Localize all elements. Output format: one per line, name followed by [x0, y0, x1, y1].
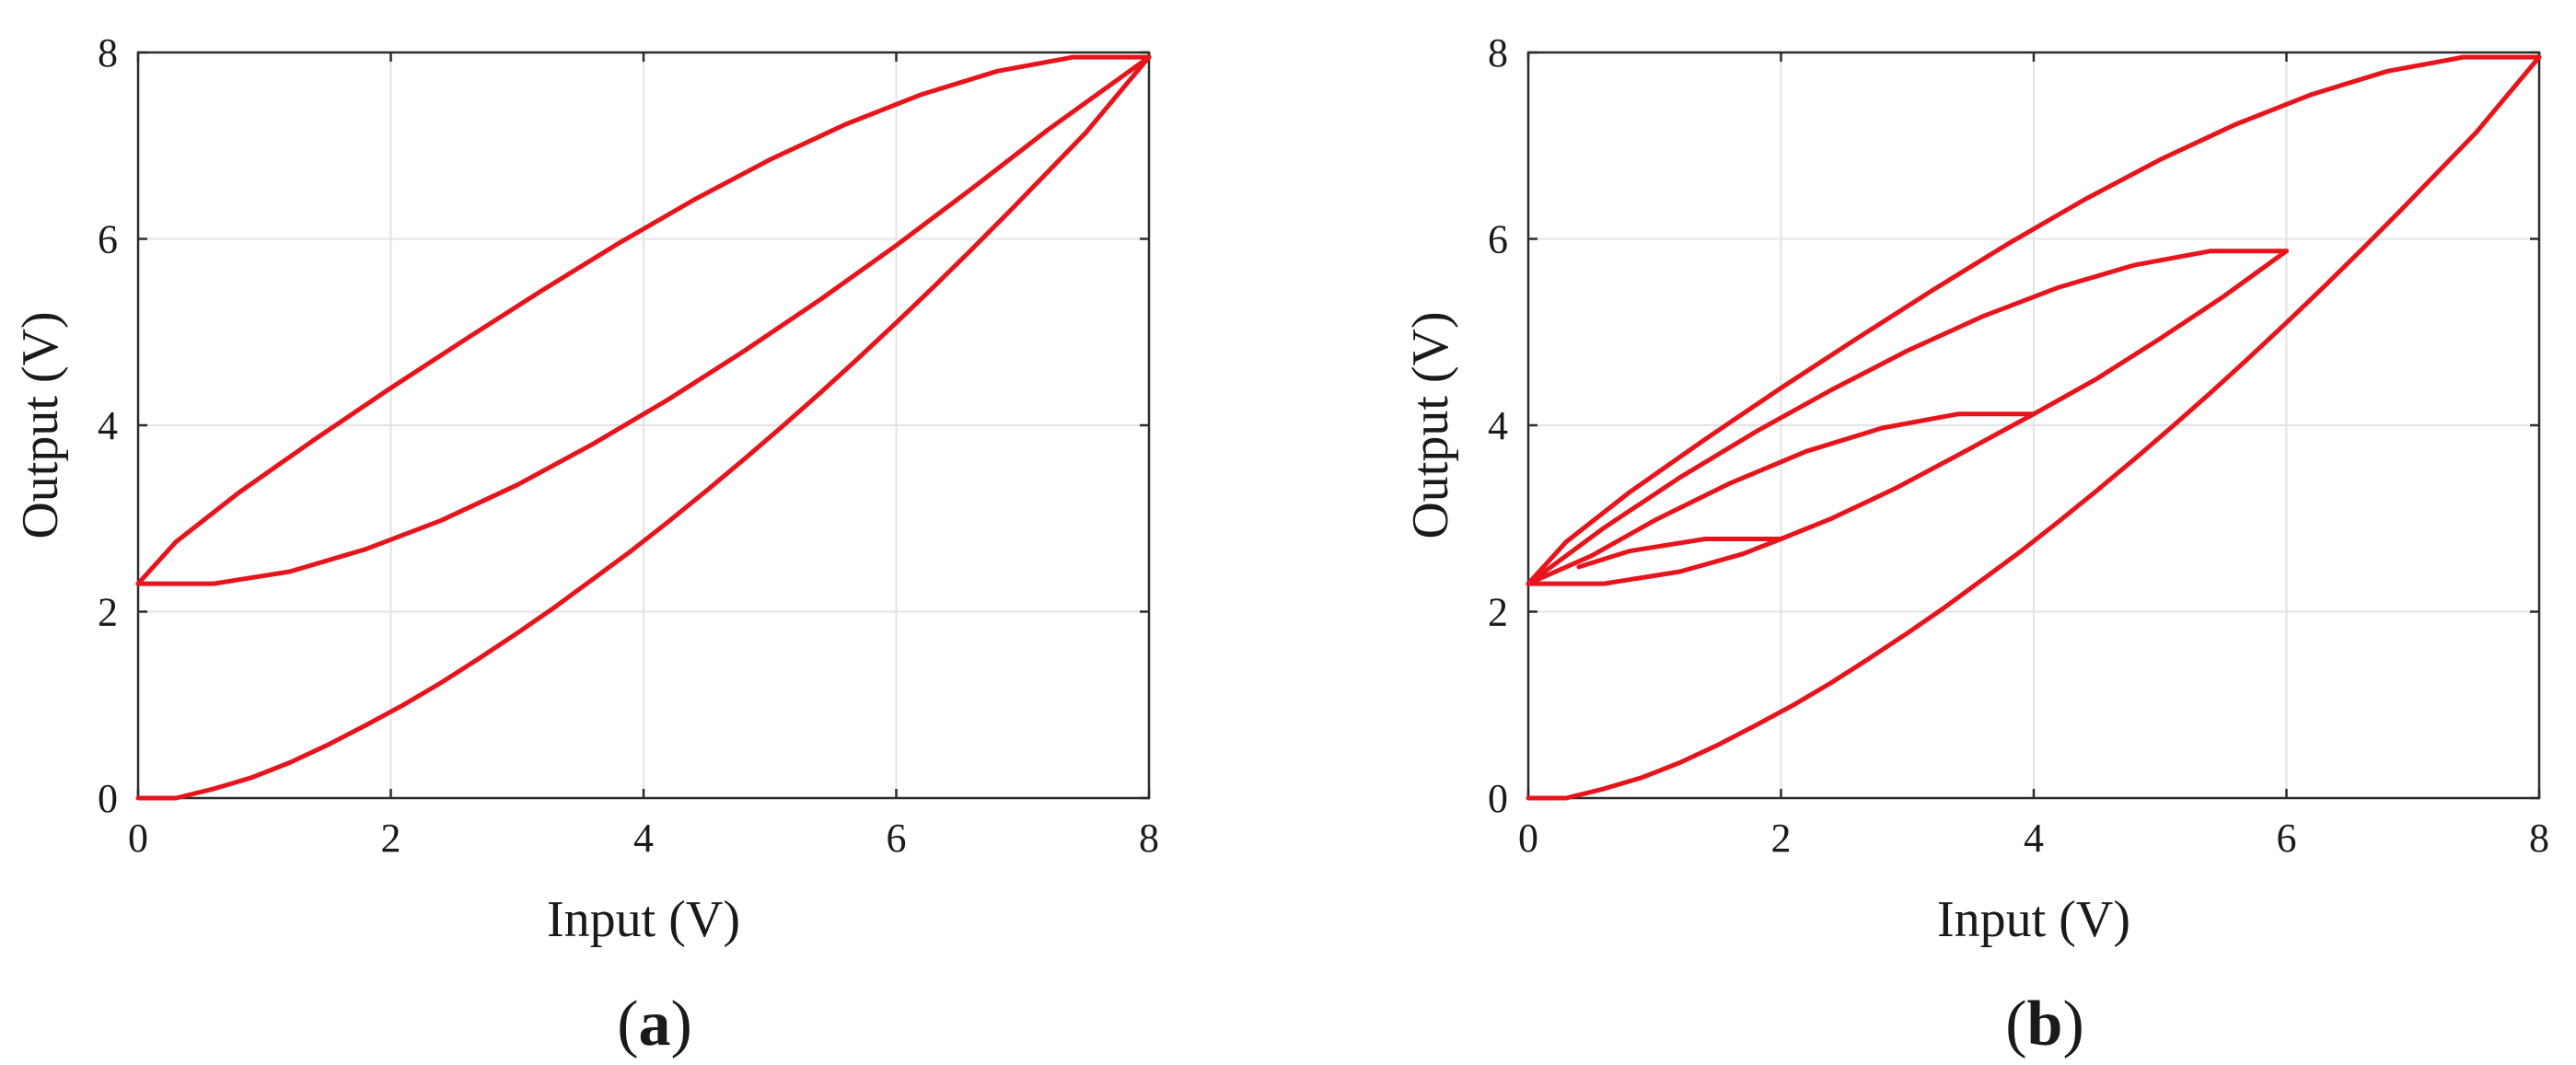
- grid: [1527, 52, 2540, 799]
- series-line-1: [135, 54, 1152, 801]
- panel-label: (a): [617, 989, 692, 1059]
- chart-panel-a: 0 2 4 6 8 0 2 4 6 8 Input (V) Output (V) (a): [12, 30, 1159, 1059]
- panel-letter: b: [2027, 989, 2063, 1059]
- y-tick-label: 6: [98, 217, 118, 262]
- y-tick-label: 0: [98, 776, 118, 821]
- series-line-3: [1526, 249, 2289, 586]
- y-tick-label: 2: [98, 590, 118, 635]
- y-axis-label: Output (V): [12, 311, 69, 538]
- panel-label: (b): [2005, 989, 2084, 1059]
- y-tick-label: 4: [1488, 403, 1508, 448]
- y-tick-label: 0: [1488, 776, 1508, 821]
- series-line-4: [1526, 249, 2289, 586]
- y-axis-label: Output (V): [1402, 311, 1459, 538]
- panel-letter: a: [639, 989, 671, 1059]
- grid: [137, 52, 1150, 799]
- x-axis-label: Input (V): [547, 891, 740, 948]
- y-tick-label: 6: [1488, 217, 1508, 262]
- chart-panel-b: 0 2 4 6 8 0 2 4 6 8 Input (V) Output (V) (b): [1402, 30, 2549, 1059]
- series-line-6: [1576, 537, 1783, 570]
- series-line-5: [1526, 411, 2036, 586]
- x-tick-label: 4: [633, 816, 654, 861]
- x-tick-label: 6: [2277, 816, 2297, 861]
- y-tick-label: 2: [1488, 590, 1508, 635]
- series-line-3: [135, 54, 1152, 586]
- x-tick-label: 2: [1771, 816, 1792, 861]
- x-tick-label: 4: [2024, 816, 2044, 861]
- series-line-2: [135, 54, 1152, 586]
- x-tick-label: 0: [1518, 816, 1538, 861]
- y-tick-label: 8: [98, 30, 118, 75]
- x-tick-label: 0: [128, 816, 148, 861]
- series-line-2: [1526, 54, 2542, 586]
- x-tick-label: 8: [1139, 816, 1159, 861]
- y-tick-label: 4: [98, 403, 118, 448]
- series-line-1: [1526, 54, 2542, 801]
- x-tick-label: 2: [381, 816, 401, 861]
- y-tick-label: 8: [1488, 30, 1508, 75]
- x-tick-label: 6: [887, 816, 907, 861]
- x-axis-label: Input (V): [1937, 891, 2130, 948]
- x-tick-label: 8: [2529, 816, 2549, 861]
